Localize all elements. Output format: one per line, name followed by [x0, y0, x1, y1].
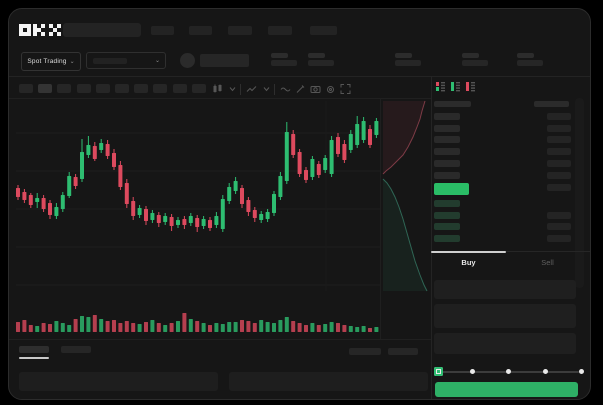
book-both-icon[interactable]: [435, 81, 446, 92]
stat-value-2: [395, 60, 421, 66]
stat-label-2: [395, 53, 412, 58]
depth-chart: [382, 100, 428, 292]
order-form-field-2[interactable]: [434, 333, 576, 354]
bid-size-1: [547, 211, 571, 219]
last-price-size: [547, 184, 571, 191]
nav-item-0[interactable]: [151, 26, 174, 35]
timeframe-slot-2[interactable]: [57, 84, 72, 93]
chevron-down-icon[interactable]: [261, 83, 272, 95]
nav-item-1[interactable]: [189, 26, 212, 35]
stat-value-3: [462, 60, 488, 66]
book-asks-icon[interactable]: [465, 81, 476, 92]
timeframe-slot-4[interactable]: [95, 84, 110, 93]
bottom-action-0[interactable]: [349, 348, 381, 355]
ask-size-3: [547, 148, 571, 156]
candle-type-icon[interactable]: [212, 83, 223, 95]
book-bids-icon[interactable]: [450, 81, 461, 92]
indicator-icon[interactable]: [246, 83, 257, 95]
stat-value-1: [308, 60, 334, 66]
chevron-down-icon: ⌄: [69, 58, 75, 65]
timeframe-slot-9[interactable]: [191, 84, 206, 93]
search-input[interactable]: [63, 23, 141, 37]
bottom-panel-bar-0: [19, 372, 218, 391]
ask-size-5: [547, 171, 571, 179]
bottom-tab-indicator: [19, 357, 49, 359]
bid-price-0: [434, 200, 460, 207]
coin-avatar: [180, 53, 195, 68]
bottom-panel-bar-1: [229, 372, 428, 391]
orderbook-header-left: [434, 101, 471, 107]
ask-price-1: [434, 124, 460, 132]
ask-size-4: [547, 159, 571, 167]
slider-tick-3[interactable]: [579, 369, 584, 374]
ask-size-1: [547, 124, 571, 132]
settings-icon[interactable]: [325, 83, 336, 95]
timeframe-slot-5[interactable]: [115, 84, 129, 93]
stat-label-3: [462, 53, 479, 58]
app-window: Spot Trading ⌄ ⌄ Buy Sell: [8, 8, 591, 400]
market-type-dropdown[interactable]: Spot Trading ⌄: [21, 52, 81, 71]
stat-value-0: [271, 60, 297, 66]
orderbook-scrollbar[interactable]: [575, 98, 584, 288]
market-type-label: Spot Trading: [27, 58, 67, 65]
trade-tabbar: Buy Sell: [431, 251, 590, 272]
ask-price-0: [434, 113, 460, 120]
tab-sell[interactable]: Sell: [541, 257, 554, 267]
nav-item-2[interactable]: [228, 26, 252, 35]
timeframe-slot-6[interactable]: [134, 84, 149, 93]
pair-selector-dropdown[interactable]: ⌄: [86, 52, 166, 69]
bottom-tab-0[interactable]: [19, 346, 49, 353]
timeframe-slot-7[interactable]: [153, 84, 168, 93]
nav-item-3[interactable]: [268, 26, 292, 35]
slider-tick-2[interactable]: [543, 369, 548, 374]
okx-logo: [19, 23, 61, 37]
ask-size-2: [547, 136, 571, 144]
order-form-field-0[interactable]: [434, 280, 576, 299]
bid-size-2: [547, 223, 571, 231]
timeframe-slot-8[interactable]: [172, 84, 187, 93]
chevron-down-icon[interactable]: [227, 83, 238, 95]
stat-label-1: [308, 53, 325, 58]
pair-name-placeholder: [93, 58, 127, 64]
stat-value-4: [517, 60, 543, 66]
timeframe-slot-1[interactable]: [38, 84, 53, 93]
bid-price-2: [434, 223, 460, 231]
candlestick-chart: [16, 101, 380, 332]
nav-item-4[interactable]: [310, 26, 337, 35]
last-price-badge: [434, 183, 469, 195]
order-form-field-1[interactable]: [434, 304, 576, 328]
chevron-down-icon: ⌄: [154, 57, 160, 64]
camera-icon[interactable]: [310, 83, 321, 95]
timeframe-slot-3[interactable]: [76, 84, 91, 93]
ask-price-2: [434, 136, 460, 144]
bid-size-3: [547, 235, 571, 243]
submit-buy-button[interactable]: [435, 382, 578, 397]
slider-tick-0[interactable]: [470, 369, 475, 374]
line-style-icon[interactable]: [280, 83, 291, 95]
bottom-tab-1[interactable]: [61, 346, 91, 353]
timeframe-slot-0[interactable]: [19, 84, 33, 93]
bottom-action-1[interactable]: [388, 348, 418, 355]
fullscreen-icon[interactable]: [340, 83, 351, 95]
bid-price-3: [434, 235, 460, 243]
tab-buy[interactable]: Buy: [461, 257, 476, 267]
ask-price-3: [434, 148, 460, 156]
draw-icon[interactable]: [295, 83, 306, 95]
ask-price-4: [434, 159, 460, 167]
orderbook-header-right: [534, 101, 569, 107]
ask-price-5: [434, 171, 460, 179]
ask-size-0: [547, 113, 571, 120]
active-tab-indicator: [431, 251, 506, 253]
stat-label-4: [517, 53, 534, 58]
slider-tick-1[interactable]: [506, 369, 511, 374]
pair-title-placeholder: [200, 54, 249, 67]
stat-label-0: [271, 53, 288, 58]
bid-price-1: [434, 211, 460, 219]
amount-slider-handle[interactable]: [434, 367, 443, 376]
